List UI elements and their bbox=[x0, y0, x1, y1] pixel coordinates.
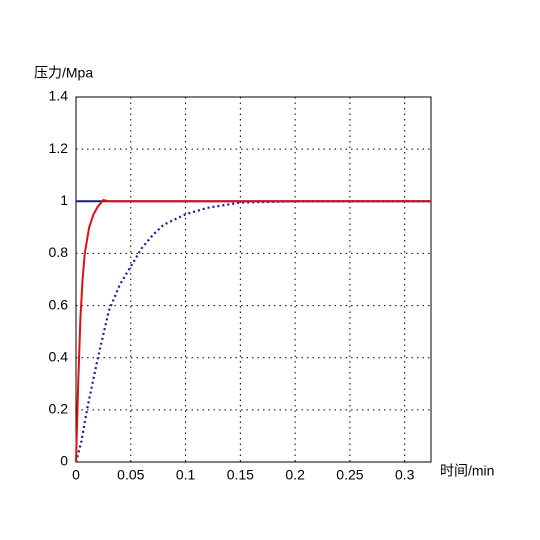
x-tick-label: 0.15 bbox=[227, 467, 254, 483]
x-tick-label: 0 bbox=[72, 467, 80, 483]
x-tick-label: 0.2 bbox=[285, 467, 305, 483]
y-tick-label: 0.8 bbox=[49, 244, 69, 260]
x-axis-label: 时间/min bbox=[440, 463, 494, 479]
y-tick-label: 0 bbox=[60, 453, 68, 469]
y-axis-label: 压力/Mpa bbox=[34, 65, 93, 81]
x-tick-label: 0.25 bbox=[336, 467, 363, 483]
series-line bbox=[75, 198, 431, 463]
y-tick-label: 0.6 bbox=[49, 296, 69, 312]
x-tick-label: 0.1 bbox=[176, 467, 196, 483]
x-tick-label: 0.3 bbox=[395, 467, 415, 483]
y-tick-label: 1.2 bbox=[49, 140, 69, 156]
y-tick-label: 0.4 bbox=[49, 348, 69, 364]
x-tick-label: 0.05 bbox=[117, 467, 144, 483]
plot-frame bbox=[75, 96, 432, 463]
series-line bbox=[74, 200, 431, 463]
y-tick-label: 0.2 bbox=[49, 401, 69, 417]
y-tick-label: 1 bbox=[60, 192, 68, 208]
y-tick-label: 1.4 bbox=[49, 88, 69, 104]
